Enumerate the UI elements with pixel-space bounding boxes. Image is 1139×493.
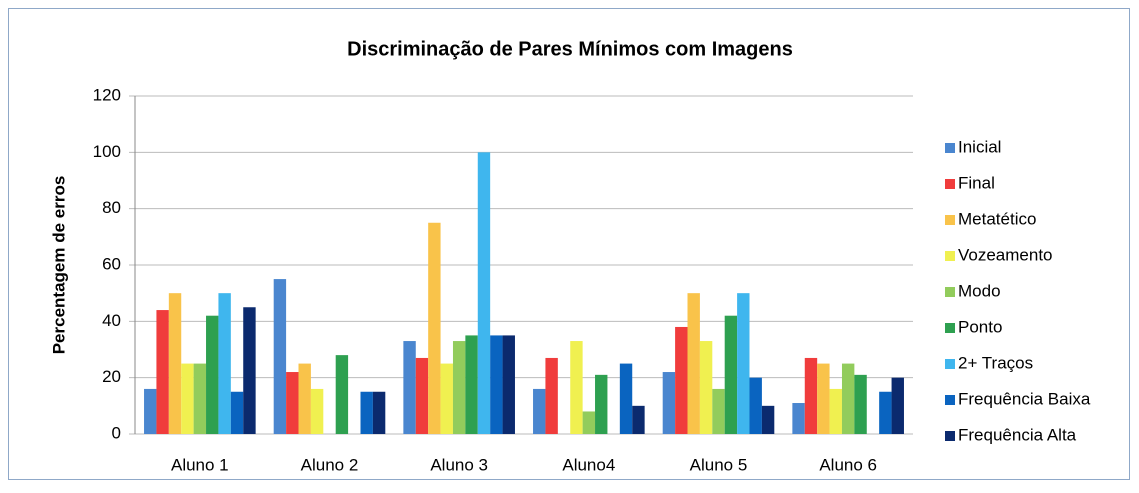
bar (595, 374, 608, 434)
bar (193, 363, 207, 434)
y-tick-label: 80 (102, 198, 121, 217)
legend-label: Frequência Alta (958, 425, 1077, 444)
bar (545, 357, 558, 434)
y-tick-label: 60 (102, 254, 121, 273)
y-tick-label: 20 (102, 367, 121, 386)
legend-swatch (945, 431, 955, 441)
legend-label: Frequência Baixa (958, 389, 1091, 408)
x-tick-label: Aluno 2 (301, 455, 359, 474)
bar (440, 363, 453, 434)
bar (632, 405, 645, 434)
bar (286, 372, 299, 434)
bar (737, 293, 750, 434)
bar (891, 377, 904, 434)
bar (206, 315, 219, 434)
bar (533, 388, 546, 434)
legend-label: Vozeamento (958, 245, 1053, 264)
bar (582, 411, 596, 434)
bar (360, 391, 373, 434)
bar (218, 293, 231, 434)
bar (699, 341, 713, 434)
legend-label: Modo (958, 281, 1001, 300)
y-tick-label: 120 (93, 85, 121, 104)
y-tick-label: 40 (102, 311, 121, 330)
legend-label: Final (958, 173, 995, 192)
bar (829, 388, 842, 434)
bar (335, 355, 349, 434)
chart-title: Discriminação de Pares Mínimos com Image… (347, 38, 793, 60)
bar (502, 335, 515, 434)
bar (156, 310, 169, 434)
bar (761, 405, 775, 434)
bar (181, 363, 194, 434)
y-tick-label: 0 (112, 423, 121, 442)
y-tick-label: 100 (93, 142, 121, 161)
bar (712, 388, 725, 434)
bar (310, 388, 324, 434)
bar (619, 363, 633, 434)
bar (841, 363, 855, 434)
bar (792, 403, 805, 434)
bar (570, 341, 583, 434)
legend-swatch (945, 215, 955, 225)
bar (662, 372, 676, 434)
legend-swatch (945, 359, 955, 369)
bar (243, 307, 256, 434)
bar (817, 363, 830, 434)
bar (687, 293, 700, 434)
x-tick-label: Aluno4 (562, 455, 615, 474)
x-tick-label: Aluno 5 (690, 455, 748, 474)
bar (428, 222, 441, 434)
bar (804, 357, 818, 434)
bar (168, 293, 182, 434)
y-axis-label: Percentagem de erros (49, 176, 68, 355)
legend-label: Ponto (958, 317, 1002, 336)
bar (675, 326, 688, 434)
bar (854, 374, 867, 434)
bar (230, 391, 244, 434)
bar (415, 357, 429, 434)
legend-label: 2+ Traços (958, 353, 1033, 372)
legend-label: Metatético (958, 209, 1036, 228)
x-tick-label: Aluno 6 (819, 455, 877, 474)
bar (477, 152, 491, 435)
bar (144, 388, 157, 434)
bar (724, 315, 738, 434)
bar (749, 377, 762, 434)
legend-label: Inicial (958, 137, 1001, 156)
bar (879, 391, 892, 434)
legend-swatch (945, 395, 955, 405)
legend-swatch (945, 251, 955, 261)
legend-swatch (945, 323, 955, 333)
bar (273, 279, 287, 434)
bar (452, 341, 466, 434)
legend-swatch (945, 287, 955, 297)
bar (372, 391, 386, 434)
bar (403, 341, 416, 434)
bar (298, 363, 311, 434)
x-tick-label: Aluno 1 (171, 455, 229, 474)
bar (465, 335, 478, 434)
legend-swatch (945, 179, 955, 189)
x-tick-label: Aluno 3 (430, 455, 488, 474)
legend-swatch (945, 143, 955, 153)
bar (490, 335, 503, 434)
